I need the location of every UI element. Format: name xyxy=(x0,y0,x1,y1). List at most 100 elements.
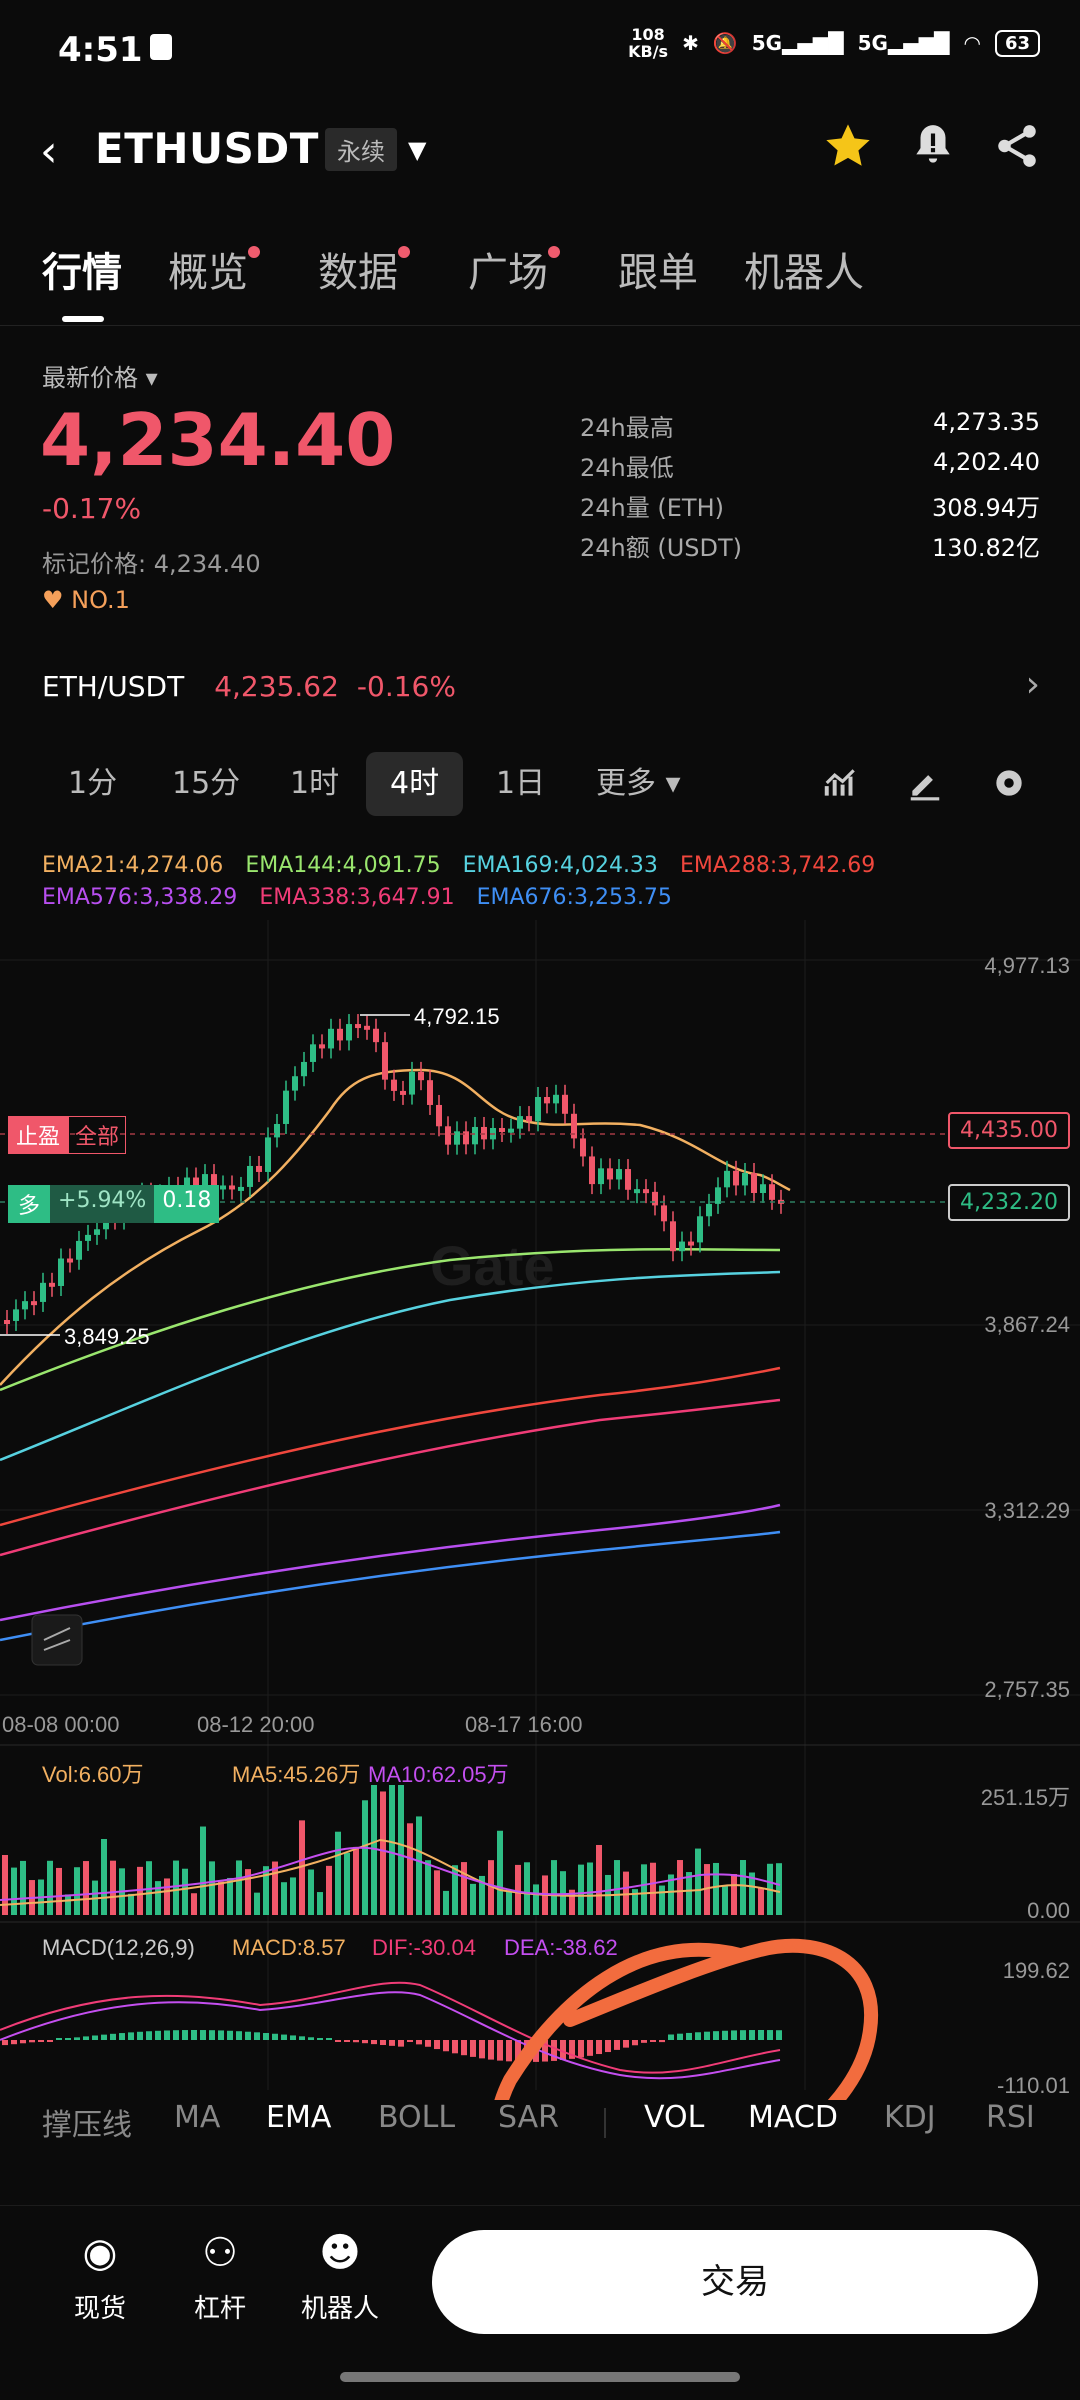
macd-bar xyxy=(659,2040,665,2043)
ind-rsi[interactable]: RSI xyxy=(986,2100,1035,2135)
share-icon[interactable] xyxy=(992,120,1042,176)
gear-icon[interactable] xyxy=(990,764,1028,811)
ind-kdj[interactable]: KDJ xyxy=(884,2100,936,2135)
dea-value: DEA:-38.62 xyxy=(504,1935,618,1960)
spot-icon: ◉ xyxy=(82,2230,118,2276)
symbol-title[interactable]: ETHUSDT xyxy=(95,124,319,173)
ind-macd[interactable]: MACD xyxy=(748,2100,838,2135)
ind-sar[interactable]: SAR xyxy=(498,2100,559,2135)
candle xyxy=(292,1076,298,1091)
macd-bar xyxy=(425,2040,431,2047)
macd-bar xyxy=(614,2040,620,2050)
indicator-icon[interactable] xyxy=(822,764,860,811)
bell-alert-icon[interactable] xyxy=(908,120,958,176)
axis-price: 4,977.13 xyxy=(984,953,1070,978)
spot-row[interactable]: ETH/USDT 4,235.62 -0.16% xyxy=(42,670,456,703)
trade-button[interactable]: 交易 xyxy=(432,2230,1038,2334)
star-icon[interactable] xyxy=(822,120,874,176)
macd-bar xyxy=(560,2040,566,2061)
volume-bar xyxy=(650,1862,656,1915)
macd-bar xyxy=(362,2040,368,2044)
volume-bar xyxy=(101,1838,107,1915)
signal-icon-2: 5G▂▄▆█ xyxy=(857,31,950,55)
macd-bar xyxy=(677,2033,683,2040)
candle xyxy=(580,1138,586,1157)
ind-boll[interactable]: BOLL xyxy=(378,2100,456,2135)
volume-bar xyxy=(164,1878,170,1915)
macd-bar xyxy=(119,2033,125,2040)
caret-down-icon[interactable]: ▼ xyxy=(408,136,427,164)
volume-bar xyxy=(704,1864,710,1915)
macd-bar xyxy=(47,2040,53,2042)
volume-bar xyxy=(2,1855,8,1915)
draw-pencil-icon[interactable] xyxy=(906,764,944,811)
tf-15m[interactable]: 15分 xyxy=(172,766,241,801)
tab-market[interactable]: 行情 xyxy=(42,250,122,296)
spot-pair: ETH/USDT xyxy=(42,670,185,703)
perp-badge: 永续 xyxy=(325,128,397,171)
macd-bar xyxy=(236,2031,242,2040)
volume-bar xyxy=(443,1890,449,1915)
candle xyxy=(49,1282,55,1287)
candle xyxy=(283,1090,289,1124)
candle xyxy=(4,1320,10,1324)
nav-margin[interactable]: ⚇ 杠杆 xyxy=(160,2230,280,2325)
position-tag[interactable]: 多 +5.94% 0.18 xyxy=(8,1185,220,1223)
volume-bar xyxy=(749,1872,755,1915)
tab-square[interactable]: 广场 xyxy=(468,240,560,298)
nav-bot[interactable]: ☻ 机器人 xyxy=(280,2230,400,2325)
macd-bar xyxy=(299,2036,305,2040)
ind-ema[interactable]: EMA xyxy=(266,2100,332,2135)
volume-bar xyxy=(227,1877,233,1915)
macd-bar xyxy=(173,2030,179,2040)
vol-ma10-label: MA10:62.05万 xyxy=(368,1762,509,1787)
tf-1d[interactable]: 1日 xyxy=(496,766,546,801)
macd-bar xyxy=(704,2031,710,2040)
candle xyxy=(724,1170,730,1188)
candle xyxy=(382,1042,388,1080)
candle xyxy=(265,1137,271,1172)
back-icon[interactable]: ‹ xyxy=(40,126,58,177)
volume-bar xyxy=(299,1820,305,1915)
volume-bar xyxy=(713,1862,719,1915)
macd-bar xyxy=(191,2030,197,2040)
nav-spot[interactable]: ◉ 现货 xyxy=(40,2230,160,2325)
volume-bar xyxy=(506,1890,512,1915)
tf-1h[interactable]: 1时 xyxy=(290,766,340,801)
macd-bar xyxy=(317,2038,323,2040)
tab-copy-trade[interactable]: 跟单 xyxy=(618,250,698,296)
tab-data[interactable]: 数据 xyxy=(318,240,410,298)
candle xyxy=(562,1094,568,1114)
tf-more[interactable]: 更多 ▾ xyxy=(596,766,681,801)
macd-bar xyxy=(92,2035,98,2040)
tp-all: 全部 xyxy=(68,1116,127,1154)
home-indicator[interactable] xyxy=(340,2372,740,2382)
candle xyxy=(238,1186,244,1191)
volume-bar xyxy=(173,1860,179,1915)
status-icons: 108 KB/s ✱ 🔕 5G▂▄▆█ 5G▂▄▆█ ◠ 63 xyxy=(628,26,1040,60)
macd-bar xyxy=(740,2030,746,2040)
tf-4h[interactable]: 4时 xyxy=(366,752,464,816)
candle xyxy=(58,1258,64,1286)
candle xyxy=(688,1241,694,1246)
chevron-right-icon[interactable]: › xyxy=(1025,664,1040,705)
volume-bar xyxy=(461,1862,467,1915)
macd-bar xyxy=(29,2040,35,2043)
tf-1m[interactable]: 1分 xyxy=(68,766,118,801)
volume-bar xyxy=(281,1882,287,1915)
macd-value: MACD:8.57 xyxy=(232,1935,346,1960)
candle xyxy=(733,1170,739,1186)
macd-bar xyxy=(578,2040,584,2058)
tab-bot[interactable]: 机器人 xyxy=(744,250,864,296)
take-profit-tag[interactable]: 止盈 全部 xyxy=(8,1116,127,1154)
tab-overview[interactable]: 概览 xyxy=(168,240,260,298)
price-label[interactable]: 最新价格 ▾ xyxy=(42,364,158,392)
kline-chart[interactable]: Gate 4,792.15 3,849.25 4,977.13 3,867.24… xyxy=(0,830,1080,2100)
ind-support[interactable]: 撑压线 xyxy=(42,2108,132,2143)
macd-label: MACD(12,26,9) xyxy=(42,1935,195,1960)
macd-bar xyxy=(146,2031,152,2040)
candle xyxy=(40,1282,46,1302)
ind-vol[interactable]: VOL xyxy=(644,2100,705,2135)
ind-ma[interactable]: MA xyxy=(174,2100,221,2135)
candle xyxy=(769,1184,775,1200)
